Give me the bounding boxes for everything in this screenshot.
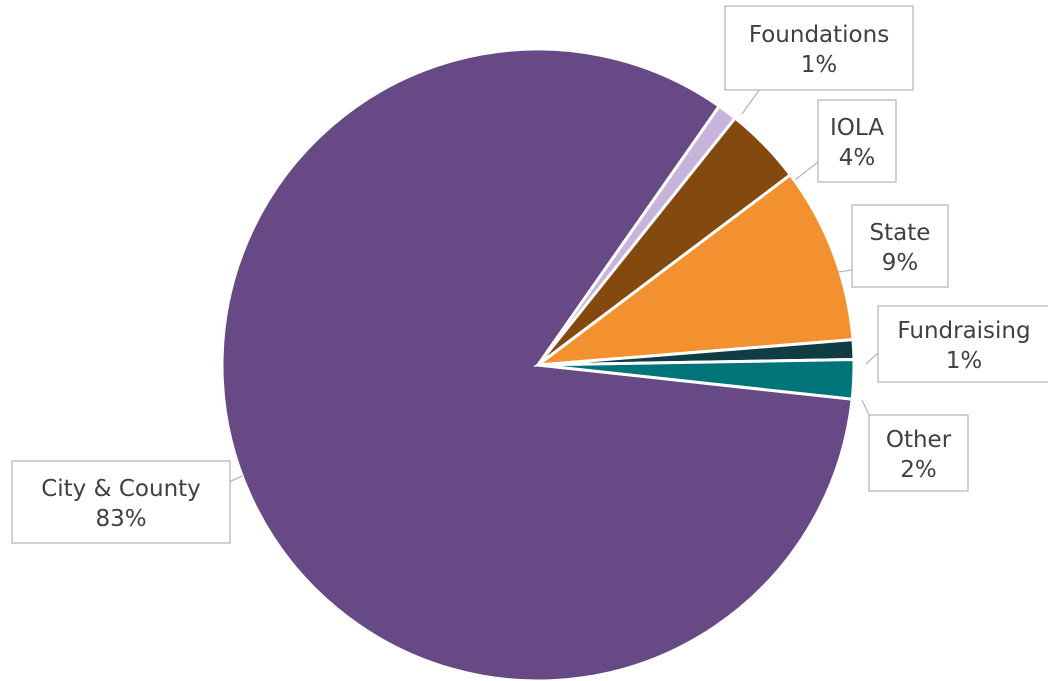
- callout-box: [817, 99, 897, 183]
- slice-percent-label: 83%: [95, 506, 146, 532]
- slice-percent-label: 1%: [946, 348, 983, 374]
- slice-percent-label: 2%: [900, 457, 937, 483]
- slice-percent-label: 9%: [882, 250, 919, 276]
- callout-state: State 9%: [851, 204, 949, 288]
- callout-leader-other: [861, 399, 870, 416]
- pie-slice-other: [537, 357, 856, 401]
- slice-label: City & County: [41, 476, 201, 502]
- slice-label: State: [870, 220, 931, 246]
- callout-foundations: Foundations 1%: [724, 5, 914, 91]
- callout-leader-city-county: [228, 475, 243, 483]
- pie-slices: [220, 47, 856, 681]
- slice-percent-label: 4%: [839, 145, 876, 171]
- slice-label: Foundations: [749, 22, 889, 48]
- callout-box: [851, 204, 949, 288]
- callout-leader-state: [837, 269, 853, 273]
- callout-box: [868, 414, 969, 492]
- slice-label: Fundraising: [897, 318, 1030, 344]
- pie-slice-state: [532, 172, 855, 367]
- callout-fundraising: Fundraising 1%: [877, 305, 1048, 383]
- data-label-callouts: City & County 83% Foundations 1% IOLA 4% State…: [11, 5, 1048, 544]
- callout-box: [877, 305, 1048, 383]
- callout-leader-foundations: [741, 88, 761, 115]
- callout-city-county: City & County 83%: [11, 460, 231, 544]
- callout-leader-iola: [794, 161, 819, 181]
- callout-iola: IOLA 4%: [817, 99, 897, 183]
- slice-percent-label: 1%: [801, 52, 838, 78]
- slice-label: Other: [886, 427, 952, 453]
- callout-box: [11, 460, 231, 544]
- callout-box: [724, 5, 914, 91]
- slice-label: IOLA: [830, 115, 884, 141]
- callout-other: Other 2%: [868, 414, 969, 492]
